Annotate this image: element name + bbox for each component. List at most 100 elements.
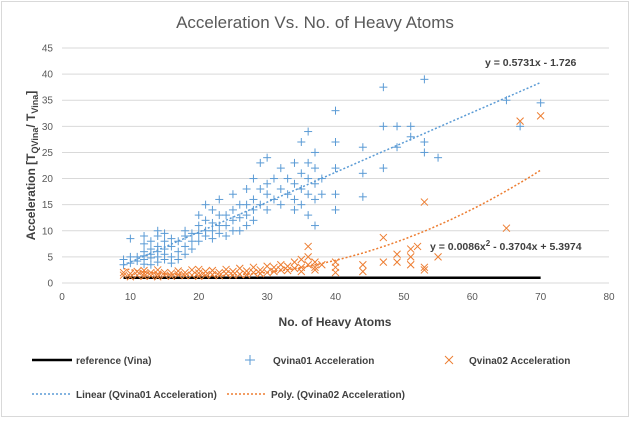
qvina01-point — [208, 218, 217, 227]
qvina01-point — [269, 195, 278, 204]
qvina02-point — [201, 271, 210, 280]
qvina01-point — [393, 143, 402, 152]
qvina02-point — [434, 253, 442, 261]
qvina01-point — [420, 75, 429, 84]
qvina01-point — [310, 195, 319, 204]
qvina02-point — [536, 112, 545, 120]
qvina01-point — [228, 226, 237, 235]
qvina01-point — [249, 216, 258, 225]
legend-linear-label: Linear (Qvina01 Acceleration) — [76, 390, 217, 401]
qvina02-point — [242, 267, 251, 275]
legend-qvina02-swatch — [444, 355, 454, 365]
x-tick-label: 20 — [193, 292, 205, 303]
qvina02-point — [201, 267, 210, 276]
qvina02-point — [393, 258, 401, 266]
qvina02-point — [133, 267, 142, 276]
qvina01-point — [276, 200, 285, 209]
y-tick-label: 30 — [42, 122, 54, 133]
qvina01-point — [201, 216, 210, 225]
qvina01-point — [201, 200, 210, 209]
x-tick-labels: 0 10 20 30 40 50 60 70 80 — [59, 292, 615, 303]
qvina02-point — [317, 260, 326, 269]
x-tick-label: 50 — [398, 292, 410, 303]
qvina02-point — [181, 268, 189, 277]
qvina01-point — [516, 122, 525, 131]
qvina02-point — [256, 269, 265, 278]
qvina02-point — [413, 242, 422, 251]
qvina01-point — [235, 213, 244, 222]
chart-svg: Acceleration Vs. No. of Heavy Atoms 0 5 10… — [24, 13, 615, 401]
qvina01-point — [160, 237, 169, 246]
y-axis-title-sub2: Vina — [30, 94, 40, 114]
qvina01-point — [160, 255, 169, 264]
qvina01-point — [194, 229, 203, 238]
qvina01-point — [194, 237, 203, 246]
qvina01-point — [242, 185, 251, 193]
qvina01-point — [290, 179, 299, 188]
qvina01-point — [187, 229, 196, 238]
qvina02-point — [304, 242, 313, 251]
y-tick-label: 10 — [42, 226, 54, 237]
legend-qvina02-label: Qvina02 Acceleration — [469, 356, 570, 367]
qvina02-point — [304, 253, 313, 261]
qvina01-point — [310, 179, 319, 188]
qvina01-point — [222, 232, 231, 240]
qvina02-point — [235, 270, 244, 278]
qvina02-point — [311, 258, 319, 266]
qvina01-point — [222, 211, 231, 220]
qvina02-point — [222, 265, 230, 274]
x-tick-label: 40 — [330, 292, 342, 303]
qvina01-point — [201, 232, 210, 240]
trendline-poly-eq-tail: - 0.3704x + 5.3974 — [490, 241, 582, 253]
y-axis-title-mid: / T — [24, 113, 38, 128]
qvina01-point — [249, 195, 258, 204]
trendline-poly-eq-part1: y = 0.0086x — [430, 241, 486, 253]
qvina02-point — [263, 268, 271, 277]
qvina02-point — [167, 272, 176, 281]
qvina02-point — [393, 250, 401, 259]
qvina01-point — [263, 205, 272, 214]
trendline-poly — [123, 169, 541, 277]
qvina02-point — [215, 268, 224, 277]
qvina01-point — [331, 205, 340, 214]
y-axis-title-sub1: QVina — [30, 127, 40, 154]
trendline-linear-equation: y = 0.5731x - 1.726 — [485, 57, 577, 69]
qvina01-point — [331, 106, 340, 115]
qvina01-point — [297, 185, 306, 193]
legend-qvina01-label: Qvina01 Acceleration — [273, 356, 374, 367]
qvina02-point — [153, 266, 162, 274]
x-tick-label: 80 — [603, 292, 615, 303]
qvina01-point — [290, 195, 299, 204]
qvina02-point — [229, 267, 237, 276]
qvina01-point — [304, 211, 313, 220]
qvina01-point — [263, 179, 272, 188]
qvina02-point — [358, 260, 367, 269]
qvina01-series — [119, 75, 545, 269]
qvina01-point — [276, 185, 285, 193]
y-axis-title-end: ] — [24, 91, 38, 95]
qvina01-point — [502, 96, 511, 105]
x-axis-title: No. of Heavy Atoms — [279, 315, 392, 329]
y-tick-label: 25 — [42, 148, 54, 159]
qvina02-point — [140, 272, 148, 281]
legend-reference-label: reference (Vina) — [76, 356, 151, 367]
qvina01-point — [331, 164, 340, 173]
qvina01-point — [358, 143, 367, 152]
qvina01-point — [317, 190, 326, 199]
qvina02-point — [297, 255, 306, 264]
qvina01-point — [379, 164, 388, 173]
qvina02-point — [140, 269, 148, 278]
qvina01-point — [174, 237, 183, 246]
y-tick-label: 0 — [47, 279, 53, 290]
qvina01-point — [174, 247, 183, 256]
qvina02-point — [119, 268, 128, 277]
qvina01-point — [310, 148, 319, 157]
trendlines — [123, 81, 541, 277]
x-tick-label: 60 — [467, 292, 479, 303]
y-tick-label: 45 — [42, 44, 54, 55]
qvina01-point — [290, 158, 299, 167]
qvina02-point — [160, 271, 169, 280]
qvina01-point — [167, 259, 176, 268]
y-tick-labels: 0 5 10 15 20 25 30 35 40 45 — [42, 44, 54, 290]
y-axis-title-part1: Acceleration [T — [24, 153, 38, 240]
